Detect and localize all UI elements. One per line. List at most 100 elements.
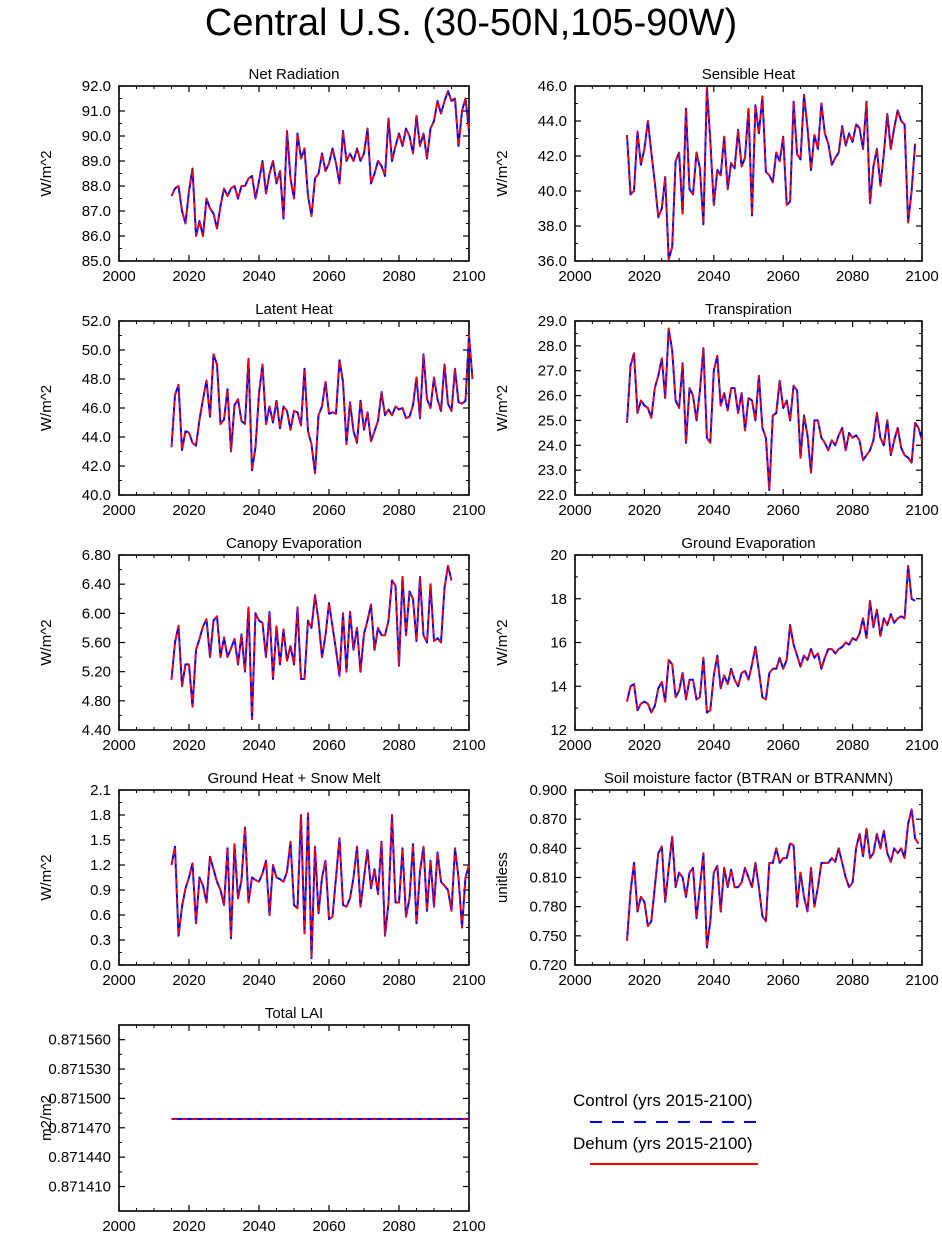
panel-net-radiation-ytick-label: 91.0 [82, 103, 111, 120]
panel-canopy-evaporation-ylabel: W/m^2 [38, 619, 55, 665]
panel-canopy-evaporation-title: Canopy Evaporation [226, 535, 362, 552]
panel-total-lai-ytick-label: 0.871440 [48, 1149, 111, 1166]
panel-transpiration-ytick-label: 29.0 [538, 313, 567, 330]
panel-latent-heat-ylabel: W/m^2 [38, 385, 55, 431]
panel-total-lai-xtick-label: 2060 [312, 1218, 345, 1233]
panel-ground-heat-snow-melt-ytick-label: 0.0 [90, 957, 111, 974]
panel-total-lai-ytick-label: 0.871410 [48, 1179, 111, 1196]
panel-canopy-evaporation-xtick-label: 2100 [452, 737, 485, 754]
panel-net-radiation-frame [118, 85, 470, 262]
panel-soil-moisture-factor-btran-or-btranmn-ytick-label: 0.810 [529, 870, 567, 887]
panel-canopy-evaporation-xtick-label: 2060 [312, 737, 345, 754]
panel-soil-moisture-factor-btran-or-btranmn-series-dehum-yrs-2015-2100 [626, 808, 920, 949]
panel-sensible-heat-series-control-yrs-2015-2100 [626, 86, 917, 261]
panel-canopy-evaporation-series-dehum-yrs-2015-2100 [170, 565, 453, 720]
panel-total-lai-ylabel: m2/m2 [38, 1095, 55, 1141]
panel-ground-heat-snow-melt-ytick-label: 2.1 [90, 782, 111, 799]
panel-net-radiation-xtick-label: 2000 [102, 268, 135, 285]
panel-ground-evaporation-ytick-label: 16 [550, 635, 567, 652]
panel-ground-evaporation-xtick-label: 2020 [628, 737, 661, 754]
panel-latent-heat-ytick-label: 44.0 [82, 429, 111, 446]
panel-soil-moisture-factor-btran-or-btranmn-xtick-label: 2020 [628, 972, 661, 989]
panel-sensible-heat-ytick-label: 40.0 [538, 183, 567, 200]
panel-sensible-heat-xtick-label: 2040 [697, 268, 730, 285]
panel-latent-heat-xtick-label: 2060 [312, 502, 345, 519]
panel-latent-heat-xtick-label: 2100 [452, 502, 485, 519]
panel-soil-moisture-factor-btran-or-btranmn-xtick-label: 2080 [836, 972, 869, 989]
panel-soil-moisture-factor-btran-or-btranmn-xtick-label: 2040 [697, 972, 730, 989]
panel-net-radiation-ytick-label: 89.0 [82, 153, 111, 170]
panel-latent-heat-title: Latent Heat [255, 301, 333, 318]
panel-sensible-heat-ytick-label: 42.0 [538, 148, 567, 165]
panel-ground-evaporation-xtick-label: 2080 [836, 737, 869, 754]
panel-latent-heat-ytick-label: 42.0 [82, 458, 111, 475]
panel-sensible-heat-title: Sensible Heat [702, 66, 796, 83]
panel-ground-heat-snow-melt-ytick-label: 1.2 [90, 857, 111, 874]
panel-transpiration-ytick-label: 26.0 [538, 388, 567, 405]
panel-ground-heat-snow-melt-series-dehum-yrs-2015-2100 [170, 812, 470, 960]
panel-net-radiation-ytick-label: 92.0 [82, 78, 111, 95]
panel-total-lai-xtick-label: 2000 [102, 1218, 135, 1233]
page-title: Central U.S. (30-50N,105-90W) [204, 2, 738, 44]
panel-sensible-heat-xtick-label: 2020 [628, 268, 661, 285]
panel-net-radiation-xtick-label: 2100 [452, 268, 485, 285]
panel-net-radiation-xtick-label: 2060 [312, 268, 345, 285]
panel-sensible-heat-ylabel: W/m^2 [494, 150, 511, 196]
panel-latent-heat-series-dehum-yrs-2015-2100 [170, 334, 474, 475]
panel-ground-heat-snow-melt-title: Ground Heat + Snow Melt [207, 770, 381, 787]
panel-total-lai-xtick-label: 2020 [172, 1218, 205, 1233]
panel-net-radiation-xtick-label: 2040 [242, 268, 275, 285]
panel-transpiration-xtick-label: 2020 [628, 502, 661, 519]
panel-sensible-heat-ytick-label: 38.0 [538, 218, 567, 235]
panel-latent-heat-xtick-label: 2080 [382, 502, 415, 519]
panel-ground-evaporation-series-control-yrs-2015-2100 [626, 564, 916, 714]
panel-net-radiation-ytick-label: 87.0 [82, 203, 111, 220]
panel-net-radiation-ytick-label: 86.0 [82, 228, 111, 245]
panel-sensible-heat-xtick-label: 2060 [767, 268, 800, 285]
panel-canopy-evaporation-ytick-label: 5.60 [82, 635, 111, 652]
panel-latent-heat-xtick-label: 2040 [242, 502, 275, 519]
panel-soil-moisture-factor-btran-or-btranmn-ytick-label: 0.780 [529, 899, 567, 916]
panel-transpiration-ytick-label: 24.0 [538, 437, 567, 454]
panel-transpiration-xtick-label: 2060 [767, 502, 800, 519]
panel-transpiration-series-dehum-yrs-2015-2100 [626, 327, 923, 491]
panel-latent-heat-ytick-label: 52.0 [82, 313, 111, 330]
panel-net-radiation-xtick-label: 2080 [382, 268, 415, 285]
panel-latent-heat-ytick-label: 48.0 [82, 371, 111, 388]
panel-ground-heat-snow-melt-xtick-label: 2060 [312, 972, 345, 989]
panel-ground-evaporation-xtick-label: 2060 [767, 737, 800, 754]
panel-canopy-evaporation-ytick-label: 6.80 [82, 547, 111, 564]
panel-sensible-heat-xtick-label: 2100 [905, 268, 938, 285]
panel-soil-moisture-factor-btran-or-btranmn-xtick-label: 2060 [767, 972, 800, 989]
panel-ground-evaporation-frame [574, 554, 923, 731]
panel-ground-evaporation-ytick-label: 18 [550, 591, 567, 608]
panel-ground-evaporation-ytick-label: 12 [550, 722, 567, 739]
panel-ground-heat-snow-melt-ylabel: W/m^2 [38, 854, 55, 900]
panel-net-radiation-ytick-label: 85.0 [82, 253, 111, 270]
panel-net-radiation-series-dehum-yrs-2015-2100 [170, 90, 470, 237]
panel-transpiration-ytick-label: 22.0 [538, 487, 567, 504]
panel-canopy-evaporation-xtick-label: 2040 [242, 737, 275, 754]
panel-ground-evaporation-xtick-label: 2040 [697, 737, 730, 754]
panel-ground-evaporation-series-dehum-yrs-2015-2100 [626, 565, 916, 714]
panel-ground-heat-snow-melt-series-control-yrs-2015-2100 [170, 812, 470, 960]
panel-total-lai-xtick-label: 2040 [242, 1218, 275, 1233]
panel-ground-evaporation-title: Ground Evaporation [681, 535, 815, 552]
panel-transpiration-ytick-label: 25.0 [538, 412, 567, 429]
panel-transpiration-xtick-label: 2000 [558, 502, 591, 519]
panel-soil-moisture-factor-btran-or-btranmn-ytick-label: 0.870 [529, 811, 567, 828]
panel-ground-evaporation-ylabel: W/m^2 [494, 619, 511, 665]
panel-canopy-evaporation-xtick-label: 2080 [382, 737, 415, 754]
panel-total-lai-title: Total LAI [265, 1005, 323, 1022]
panel-soil-moisture-factor-btran-or-btranmn-xtick-label: 2000 [558, 972, 591, 989]
panel-transpiration-ytick-label: 28.0 [538, 338, 567, 355]
panel-canopy-evaporation-ytick-label: 6.00 [82, 605, 111, 622]
panel-transpiration-xtick-label: 2100 [905, 502, 938, 519]
panel-ground-heat-snow-melt-xtick-label: 2100 [452, 972, 485, 989]
panel-ground-heat-snow-melt-xtick-label: 2000 [102, 972, 135, 989]
panel-net-radiation-xtick-label: 2020 [172, 268, 205, 285]
panel-ground-heat-snow-melt-ytick-label: 0.3 [90, 932, 111, 949]
panel-soil-moisture-factor-btran-or-btranmn-ytick-label: 0.750 [529, 928, 567, 945]
panel-ground-heat-snow-melt-xtick-label: 2080 [382, 972, 415, 989]
